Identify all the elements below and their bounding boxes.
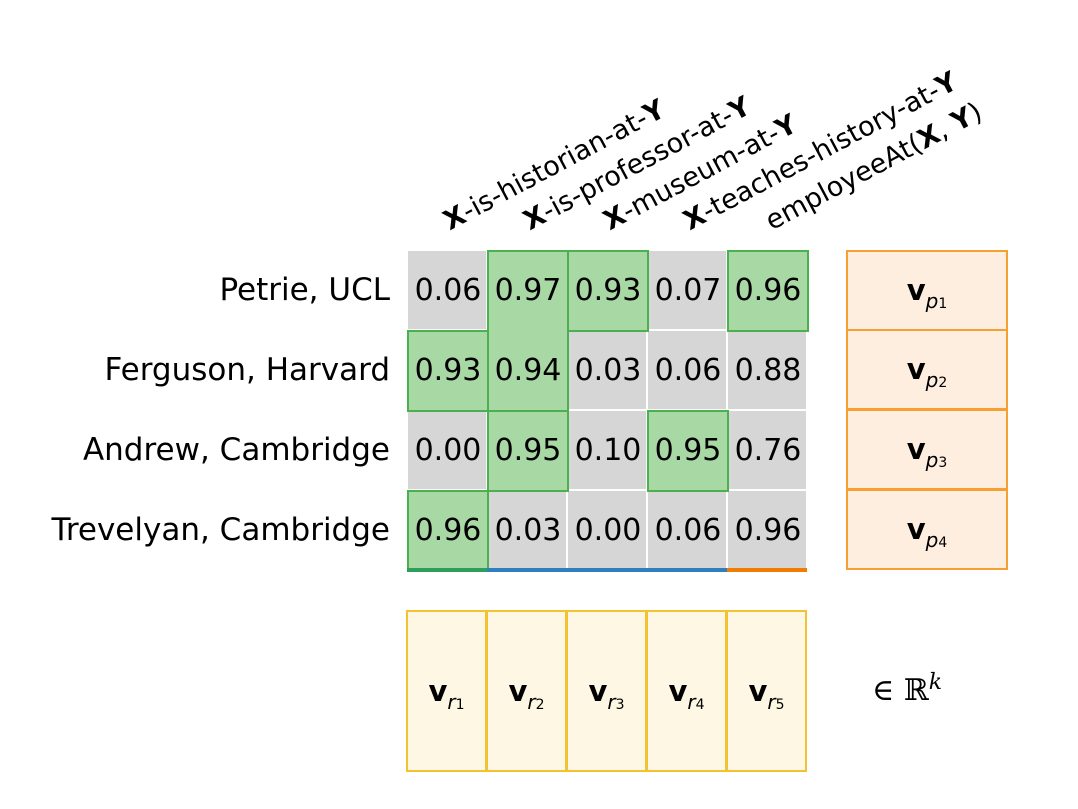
row-label: Ferguson, Harvard xyxy=(104,352,390,388)
relation-vector-box: vr3 xyxy=(566,610,647,772)
real-space-label: ∈ ℝk xyxy=(872,670,943,708)
matrix-cell xyxy=(647,250,727,330)
matrix-cell xyxy=(567,490,647,570)
matrix-cell-value: 0.03 xyxy=(494,513,562,548)
row-label: Trevelyan, Cambridge xyxy=(51,512,390,548)
matrix-cell-value: 0.07 xyxy=(654,273,722,308)
pair-vector-box: vp1 xyxy=(846,250,1008,331)
matrix-cell-value: 0.96 xyxy=(734,513,802,548)
highlight-cell xyxy=(487,410,569,492)
matrix-cell-value: 0.10 xyxy=(574,433,642,468)
pair-vector-box: vp2 xyxy=(846,329,1008,410)
matrix-cell-value: 0.06 xyxy=(654,353,722,388)
matrix-cell-value: 0.06 xyxy=(654,513,722,548)
matrix-cell-value: 0.00 xyxy=(574,513,642,548)
matrix-cell-value: 0.96 xyxy=(734,273,802,308)
underline-orange xyxy=(727,568,807,572)
underline-green xyxy=(407,568,489,572)
matrix-cell-value: 0.93 xyxy=(574,273,642,308)
relation-vector-box: vr4 xyxy=(646,610,727,772)
matrix-cell-value: 0.00 xyxy=(414,433,482,468)
pair-vector-box: vp4 xyxy=(846,489,1008,570)
matrix-cell xyxy=(727,490,807,570)
matrix-cell-value: 0.95 xyxy=(654,433,722,468)
highlight-cell xyxy=(407,330,489,412)
relation-vector-box: vr2 xyxy=(486,610,567,772)
matrix-cell-value: 0.76 xyxy=(734,433,802,468)
highlight-cell xyxy=(727,250,809,332)
matrix-cell-value: 0.96 xyxy=(414,513,482,548)
matrix-cell xyxy=(647,330,727,410)
matrix-cell xyxy=(407,410,487,490)
matrix-cell xyxy=(647,490,727,570)
relation-vector-box: vr5 xyxy=(726,610,807,772)
row-label: Andrew, Cambridge xyxy=(82,432,390,468)
relation-vector-box: vr1 xyxy=(406,610,487,772)
matrix-cell-value: 0.97 xyxy=(494,273,562,308)
matrix-cell-value: 0.95 xyxy=(494,433,562,468)
highlight-cell xyxy=(407,490,489,572)
matrix-cell-value: 0.03 xyxy=(574,353,642,388)
highlight-cell xyxy=(647,410,729,492)
matrix-cell-value: 0.88 xyxy=(734,353,802,388)
highlight-cell xyxy=(567,250,649,332)
matrix-cell xyxy=(727,330,807,410)
matrix-cell-value: 0.06 xyxy=(414,273,482,308)
underline-blue xyxy=(487,568,729,572)
pair-vector-box: vp3 xyxy=(846,409,1008,490)
row-label: Petrie, UCL xyxy=(219,272,390,308)
matrix-cell-value: 0.94 xyxy=(494,353,562,388)
matrix-cell-value: 0.93 xyxy=(414,353,482,388)
matrix-cell xyxy=(407,250,487,330)
